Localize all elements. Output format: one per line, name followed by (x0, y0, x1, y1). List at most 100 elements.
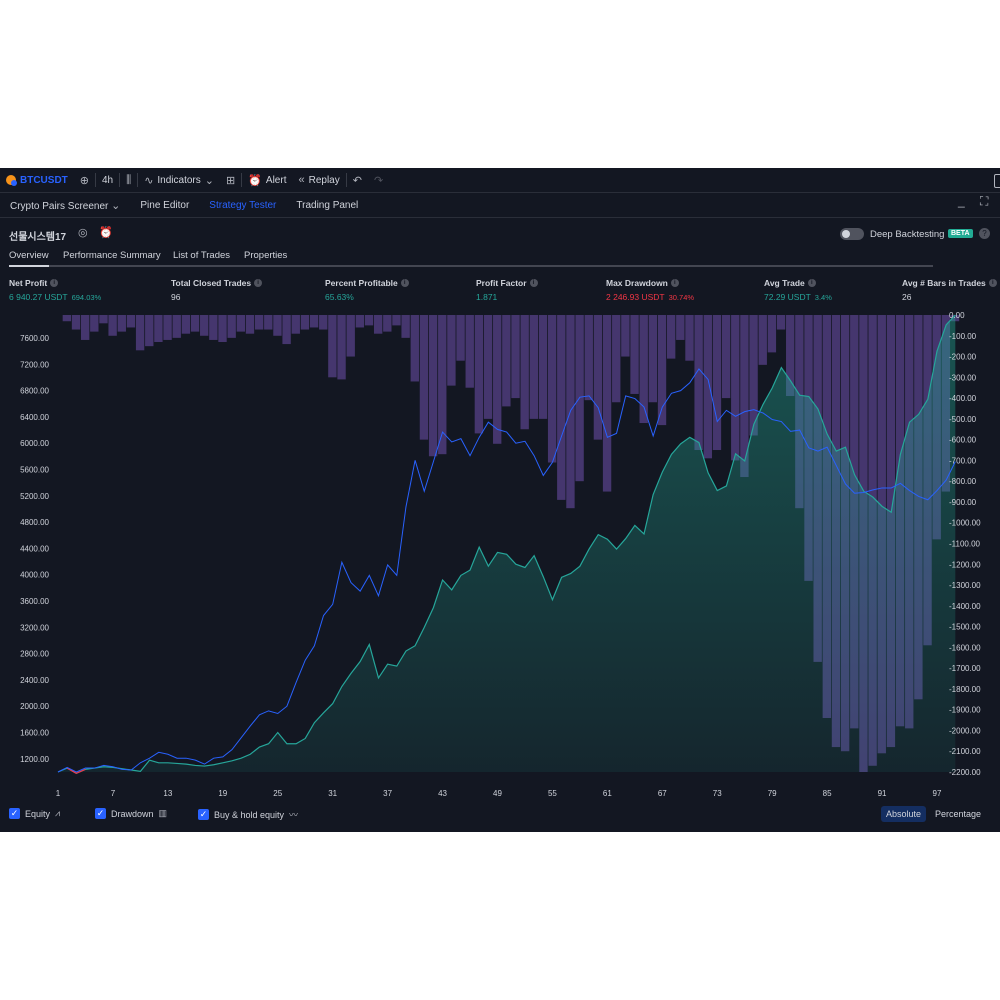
metric-avg-bars: Avg # Bars in Trades i 26 (902, 278, 997, 302)
x-tick-label: 67 (658, 789, 667, 798)
metric-value: 72.29 USDT (764, 292, 811, 302)
drawdown-bar (282, 315, 291, 345)
compare-button[interactable]: ⊕ (74, 168, 95, 192)
drawdown-bar (502, 315, 511, 407)
tab-trading-panel[interactable]: Trading Panel (296, 199, 359, 211)
drawdown-bar (254, 315, 264, 330)
drawdown-bar (666, 315, 676, 359)
interval-button[interactable]: 4h (96, 168, 119, 192)
drawdown-bar (456, 315, 465, 361)
drawdown-bar (245, 315, 255, 334)
help-icon[interactable]: ? (979, 228, 990, 239)
drawdown-bar (117, 315, 126, 332)
drawdown-bar (694, 315, 703, 451)
info-icon[interactable]: i (807, 279, 816, 287)
y-right-tick-label: -700.00 (949, 456, 977, 465)
checkbox-checked-icon[interactable]: ✓ (198, 809, 209, 820)
y-left-tick-label: 1600.00 (20, 729, 49, 738)
legend-buy-hold[interactable]: ✓ Buy & hold equity 〰 (198, 808, 298, 821)
x-tick-label: 79 (768, 789, 777, 798)
y-left-tick-label: 2800.00 (20, 650, 49, 659)
checkbox-checked-icon[interactable]: ✓ (95, 808, 106, 819)
subtab-list-of-trades[interactable]: List of Trades (173, 250, 231, 261)
subtab-performance-summary[interactable]: Performance Summary (63, 250, 161, 261)
drawdown-bar (80, 315, 90, 340)
y-left-tick-label: 5200.00 (20, 492, 49, 501)
metric-profit-factor: Profit Factor i 1.871 (476, 278, 538, 302)
strategy-subtabs: Overview Performance Summary List of Tra… (0, 248, 1000, 266)
percentage-button[interactable]: Percentage (935, 809, 982, 819)
y-axis-left: 7600.00 7200.00 6800.00 6400.00 6000.00 5600.… (20, 334, 49, 764)
info-icon[interactable]: i (988, 279, 997, 287)
info-icon[interactable]: i (670, 279, 679, 287)
drawdown-bar (749, 315, 758, 436)
drawdown-bar (612, 315, 621, 403)
metric-label: Max Drawdown (606, 278, 668, 288)
layout-icon[interactable] (994, 174, 1000, 188)
drawdown-bar (383, 315, 392, 332)
equity-area (58, 315, 956, 774)
plus-circle-icon: ⊕ (79, 174, 89, 187)
x-tick-label: 91 (878, 789, 887, 798)
metric-value: 65.63% (325, 292, 354, 302)
subtab-properties[interactable]: Properties (244, 250, 288, 261)
drawdown-bar (731, 315, 740, 461)
drawdown-bar (236, 315, 246, 332)
rewind-icon: « (298, 174, 305, 186)
metric-percent: 30.74% (668, 293, 695, 302)
metric-percent-profitable: Percent Profitable i 65.63% (325, 278, 409, 302)
y-right-tick-label: -2000.00 (949, 726, 981, 735)
drawdown-bar (355, 315, 365, 328)
undo-button[interactable]: ↶ (347, 168, 368, 192)
y-right-tick-label: -1800.00 (949, 685, 981, 694)
x-tick-label: 49 (493, 789, 502, 798)
drawdown-bar (639, 315, 648, 424)
info-icon[interactable]: i (529, 279, 538, 287)
tab-crypto-pairs-screener[interactable]: Crypto Pairs Screener ⌄ (0, 199, 130, 212)
y-left-tick-label: 4800.00 (20, 518, 49, 527)
drawdown-bar (657, 315, 667, 426)
x-tick-label: 61 (603, 789, 612, 798)
replay-button[interactable]: « Replay (292, 168, 345, 192)
equity-chart[interactable]: 7600.00 7200.00 6800.00 6400.00 6000.00 5600.… (0, 308, 1000, 803)
toolbar-separator (241, 173, 243, 187)
alert-button[interactable]: ⏰ Alert (242, 168, 292, 192)
drawdown-bar (273, 315, 282, 336)
subtab-overview[interactable]: Overview (9, 250, 49, 261)
drawdown-bar (163, 315, 172, 340)
metric-value: 2 246.93 USDT (606, 292, 665, 302)
maximize-icon[interactable]: ⛶ (980, 194, 989, 208)
checkbox-checked-icon[interactable]: ✓ (9, 808, 20, 819)
legend-equity[interactable]: ✓ Equity ⩘ (9, 808, 60, 819)
drawdown-bar (218, 315, 227, 342)
info-icon[interactable]: i (400, 279, 409, 287)
metric-avg-trade: Avg Trade i 72.29 USDT 3.4% (764, 278, 832, 302)
drawdown-bar (685, 315, 694, 361)
bitcoin-icon (6, 175, 17, 186)
deep-backtesting-toggle[interactable] (840, 228, 864, 240)
legend-drawdown[interactable]: ✓ Drawdown ▥ (95, 808, 167, 819)
tab-strategy-tester[interactable]: Strategy Tester (209, 199, 277, 211)
alarm-clock-icon[interactable]: ⏰ (99, 227, 113, 239)
x-tick-label: 85 (823, 789, 832, 798)
chart-type-button[interactable]: ⫼ (120, 168, 137, 192)
absolute-button[interactable]: Absolute (881, 806, 927, 822)
x-tick-label: 1 (56, 789, 61, 798)
info-icon[interactable]: i (254, 279, 263, 287)
x-tick-label: 43 (438, 789, 447, 798)
drawdown-bar (474, 315, 484, 434)
drawdown-bar (291, 315, 300, 334)
redo-button[interactable]: ↷ (368, 168, 389, 192)
templates-button[interactable]: ⊞ (220, 168, 241, 192)
minimize-icon[interactable]: _ (958, 194, 965, 208)
settings-icon[interactable]: ◎ (78, 227, 88, 239)
drawdown-bar (126, 315, 136, 328)
tab-pine-editor[interactable]: Pine Editor (140, 199, 190, 211)
line-chart-icon: ⩘ (55, 808, 61, 818)
drawdown-bar (447, 315, 456, 386)
indicators-button[interactable]: ∿ Indicators ⌄ (138, 168, 220, 192)
drawdown-bar (373, 315, 383, 334)
symbol-search[interactable]: BTCUSDT (0, 168, 74, 192)
info-icon[interactable]: i (50, 279, 59, 287)
drawdown-bar (410, 315, 419, 382)
